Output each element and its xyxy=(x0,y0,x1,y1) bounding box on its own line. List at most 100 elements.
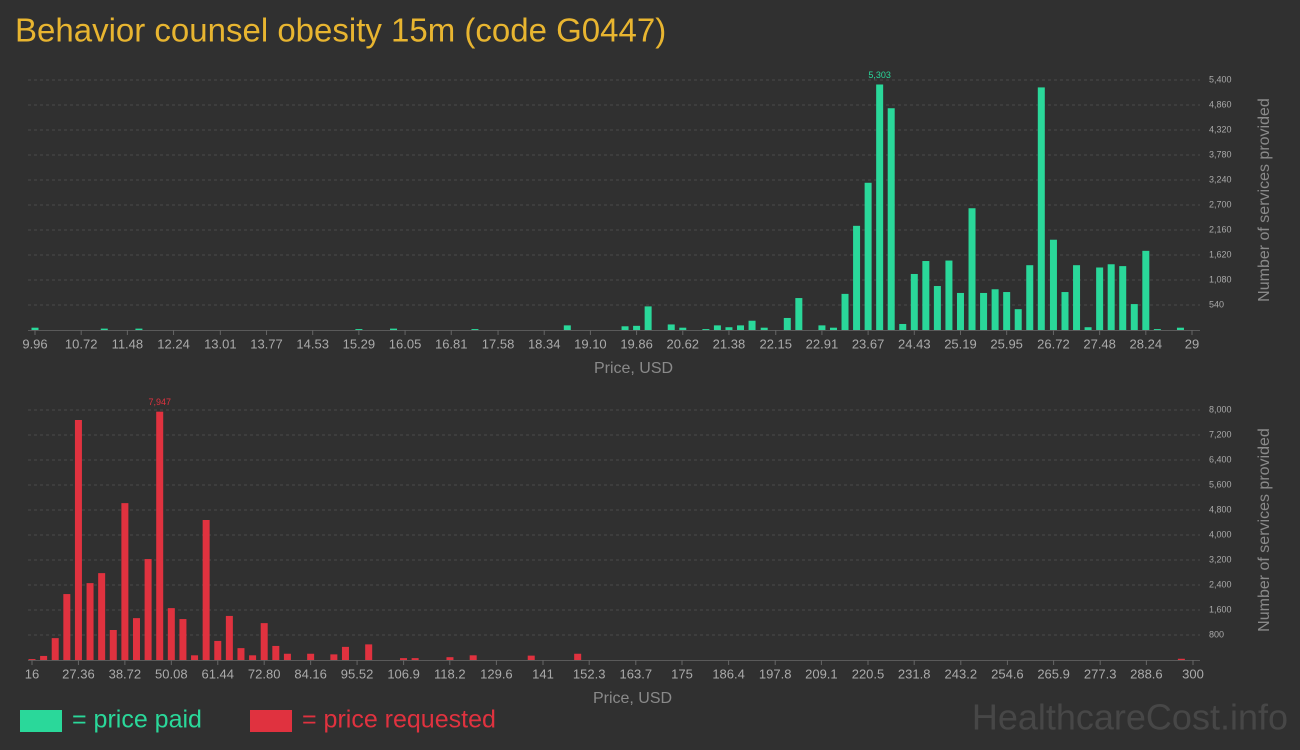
bar xyxy=(98,573,106,660)
bar xyxy=(864,182,872,330)
y-tick-label: 4,800 xyxy=(1209,504,1232,514)
bar xyxy=(74,420,82,660)
bar xyxy=(1096,267,1104,330)
bar xyxy=(818,325,826,330)
bar xyxy=(191,655,199,660)
y-tick-label: 7,200 xyxy=(1209,429,1232,439)
x-tick-label: 163.7 xyxy=(620,666,653,681)
x-tick-label: 300 xyxy=(1182,666,1204,681)
bar xyxy=(121,503,129,660)
bar xyxy=(283,653,291,660)
bar xyxy=(179,619,187,660)
bar xyxy=(411,658,419,660)
bar xyxy=(365,644,373,660)
bar xyxy=(40,655,48,660)
bar xyxy=(829,327,837,330)
bar xyxy=(933,286,941,330)
bar xyxy=(980,292,988,330)
x-tick-label: 21.38 xyxy=(713,336,746,351)
bar xyxy=(1153,329,1161,330)
bar xyxy=(887,108,895,330)
bar xyxy=(574,653,582,660)
bar xyxy=(910,273,918,330)
bar xyxy=(527,655,535,660)
x-tick-label: 29 xyxy=(1185,336,1199,351)
bar xyxy=(307,653,315,660)
value-label: 7,947 xyxy=(148,397,171,407)
bar xyxy=(1107,264,1115,330)
x-tick-label: 84.16 xyxy=(294,666,327,681)
x-tick-label: 106.9 xyxy=(387,666,420,681)
x-tick-label: 265.9 xyxy=(1037,666,1070,681)
bar xyxy=(795,298,803,330)
x-tick-label: 220.5 xyxy=(852,666,885,681)
bar xyxy=(1073,265,1081,330)
x-tick-label: 288.6 xyxy=(1130,666,1163,681)
bar xyxy=(876,84,884,330)
x-tick-label: 22.91 xyxy=(806,336,839,351)
bar xyxy=(469,655,477,660)
bar xyxy=(1026,265,1034,330)
bar xyxy=(249,655,257,660)
bar xyxy=(1119,266,1127,330)
bar xyxy=(272,645,280,660)
y-tick-label: 2,160 xyxy=(1209,224,1232,234)
x-tick-label: 61.44 xyxy=(201,666,234,681)
x-tick-label: 197.8 xyxy=(759,666,792,681)
y-tick-label: 1,080 xyxy=(1209,274,1232,284)
x-tick-label: 38.72 xyxy=(109,666,142,681)
y-tick-label: 5,600 xyxy=(1209,479,1232,489)
x-tick-label: 152.3 xyxy=(573,666,606,681)
watermark: HealthcareCost.info xyxy=(972,697,1288,738)
bar xyxy=(1061,292,1069,330)
x-tick-label: 28.24 xyxy=(1130,336,1163,351)
x-tick-label: 22.15 xyxy=(759,336,792,351)
y-tick-label: 5,400 xyxy=(1209,74,1232,84)
bar xyxy=(86,583,94,660)
x-tick-label: 27.48 xyxy=(1083,336,1116,351)
legend-label: = price paid xyxy=(72,706,202,734)
bar xyxy=(132,618,140,660)
x-tick-label: 10.72 xyxy=(65,336,98,351)
y-tick-label: 6,400 xyxy=(1209,454,1232,464)
bar xyxy=(63,594,71,660)
y-tick-label: 4,860 xyxy=(1209,99,1232,109)
bar xyxy=(679,327,687,330)
x-tick-label: 16.81 xyxy=(435,336,468,351)
x-tick-label: 17.58 xyxy=(482,336,515,351)
bar xyxy=(667,324,675,330)
bar xyxy=(109,630,117,660)
bar xyxy=(225,615,233,660)
bar xyxy=(1049,239,1057,330)
bar xyxy=(31,327,39,330)
x-axis-title: Price, USD xyxy=(594,360,673,377)
x-tick-label: 72.80 xyxy=(248,666,281,681)
x-tick-label: 11.48 xyxy=(112,336,144,351)
x-tick-label: 19.10 xyxy=(574,336,607,351)
y-tick-label: 1,620 xyxy=(1209,249,1232,259)
bar xyxy=(167,608,175,660)
x-tick-label: 27.36 xyxy=(62,666,95,681)
bar xyxy=(760,327,768,330)
bar xyxy=(621,326,629,330)
bar xyxy=(135,328,143,330)
bar xyxy=(968,208,976,330)
chart-title: Behavior counsel obesity 15m (code G0447… xyxy=(15,12,666,49)
x-tick-label: 209.1 xyxy=(805,666,838,681)
y-tick-label: 3,780 xyxy=(1209,149,1232,159)
x-tick-label: 15.29 xyxy=(343,336,376,351)
bar xyxy=(446,657,454,660)
bar xyxy=(214,640,222,660)
y-tick-label: 2,700 xyxy=(1209,199,1232,209)
x-tick-label: 26.72 xyxy=(1037,336,1070,351)
bar xyxy=(1130,304,1138,330)
bar xyxy=(260,623,268,660)
x-tick-label: 175 xyxy=(671,666,693,681)
bar xyxy=(341,646,349,660)
x-tick-label: 25.19 xyxy=(944,336,977,351)
y-tick-label: 4,320 xyxy=(1209,124,1232,134)
x-tick-label: 13.01 xyxy=(204,336,237,351)
bar xyxy=(841,293,849,330)
bar xyxy=(945,260,953,330)
